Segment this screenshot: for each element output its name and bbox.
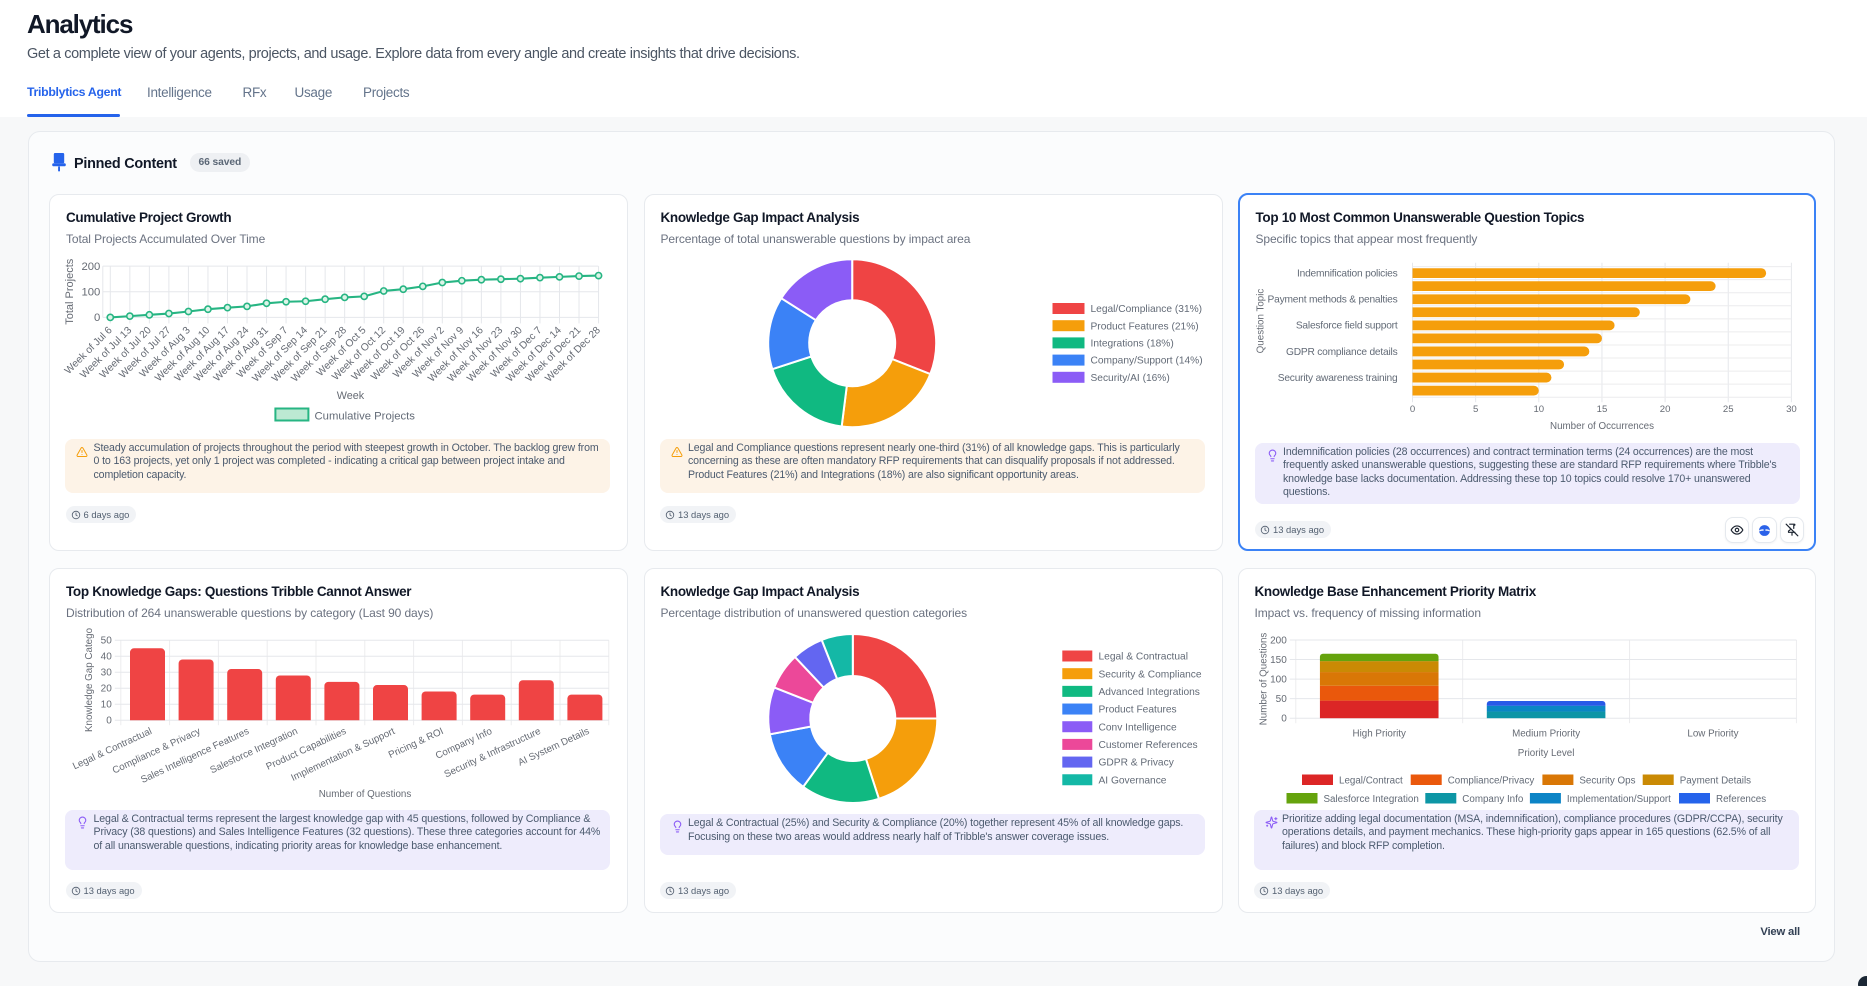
svg-text:Advanced Integrations: Advanced Integrations <box>1098 687 1199 698</box>
svg-text:200: 200 <box>1270 635 1287 646</box>
svg-text:Indemnification policies: Indemnification policies <box>1296 269 1397 280</box>
svg-text:Salesforce Integration: Salesforce Integration <box>209 726 300 776</box>
svg-text:50: 50 <box>101 636 113 647</box>
svg-text:Security Ops: Security Ops <box>1579 775 1635 786</box>
svg-text:Security & Compliance: Security & Compliance <box>1098 669 1201 680</box>
svg-text:Security/AI (16%): Security/AI (16%) <box>1090 373 1169 384</box>
svg-text:Number of Questions: Number of Questions <box>319 789 412 800</box>
svg-text:Priority Level: Priority Level <box>1517 748 1574 759</box>
svg-text:0: 0 <box>1281 714 1287 725</box>
svg-text:Week: Week <box>337 390 365 402</box>
svg-text:20: 20 <box>1659 404 1670 415</box>
svg-text:25: 25 <box>1722 404 1733 415</box>
svg-text:Medium Priority: Medium Priority <box>1512 729 1580 740</box>
svg-text:GDPR compliance details: GDPR compliance details <box>1286 347 1398 358</box>
svg-text:50: 50 <box>1275 694 1287 705</box>
svg-text:0: 0 <box>94 312 100 324</box>
svg-text:References: References <box>1716 794 1766 805</box>
svg-text:200: 200 <box>81 261 100 273</box>
svg-text:Legal & Contractual: Legal & Contractual <box>1098 652 1187 663</box>
svg-text:100: 100 <box>81 287 100 299</box>
svg-text:5: 5 <box>1472 404 1477 415</box>
svg-text:Legal/Compliance (31%): Legal/Compliance (31%) <box>1090 304 1202 315</box>
svg-text:Question Topic: Question Topic <box>1255 289 1266 354</box>
svg-text:Company/Support (14%): Company/Support (14%) <box>1090 356 1202 367</box>
svg-text:15: 15 <box>1596 404 1607 415</box>
svg-text:10: 10 <box>1533 404 1544 415</box>
svg-text:Number of Questions: Number of Questions <box>1258 633 1269 726</box>
svg-text:Conv Intelligence: Conv Intelligence <box>1098 722 1176 733</box>
svg-text:0: 0 <box>106 716 112 727</box>
svg-text:Legal/Contract: Legal/Contract <box>1339 775 1403 786</box>
svg-text:GDPR & Privacy: GDPR & Privacy <box>1098 758 1174 769</box>
svg-text:0: 0 <box>1409 404 1414 415</box>
svg-text:Security awareness training: Security awareness training <box>1277 373 1397 384</box>
svg-text:Product Features: Product Features <box>1098 705 1176 716</box>
svg-text:30: 30 <box>1786 404 1797 415</box>
svg-text:Cumulative Projects: Cumulative Projects <box>315 411 416 423</box>
svg-text:100: 100 <box>1270 675 1287 686</box>
svg-text:20: 20 <box>101 684 113 695</box>
svg-text:Knowledge Gap Catego: Knowledge Gap Catego <box>84 627 95 732</box>
svg-text:Customer References: Customer References <box>1098 740 1197 751</box>
svg-text:Company Info: Company Info <box>1462 794 1524 805</box>
svg-text:Integrations (18%): Integrations (18%) <box>1090 339 1173 350</box>
svg-text:Low Priority: Low Priority <box>1687 729 1738 740</box>
svg-text:Payment methods & penalties: Payment methods & penalties <box>1267 295 1397 306</box>
svg-text:30: 30 <box>101 668 113 679</box>
svg-text:High Priority: High Priority <box>1352 729 1405 740</box>
svg-text:Product Features (21%): Product Features (21%) <box>1090 321 1198 332</box>
svg-text:Number of Occurrences: Number of Occurrences <box>1550 421 1654 432</box>
svg-text:10: 10 <box>101 700 113 711</box>
svg-text:150: 150 <box>1270 655 1287 666</box>
svg-text:Implementation/Support: Implementation/Support <box>1566 794 1670 805</box>
svg-text:Salesforce Integration: Salesforce Integration <box>1323 794 1418 805</box>
svg-text:AI Governance: AI Governance <box>1098 775 1166 786</box>
svg-text:Salesforce field support: Salesforce field support <box>1295 321 1397 332</box>
svg-text:Payment Details: Payment Details <box>1679 775 1750 786</box>
svg-text:Total Projects: Total Projects <box>64 258 76 325</box>
svg-text:Compliance/Privacy: Compliance/Privacy <box>1447 775 1534 786</box>
svg-text:40: 40 <box>101 652 113 663</box>
